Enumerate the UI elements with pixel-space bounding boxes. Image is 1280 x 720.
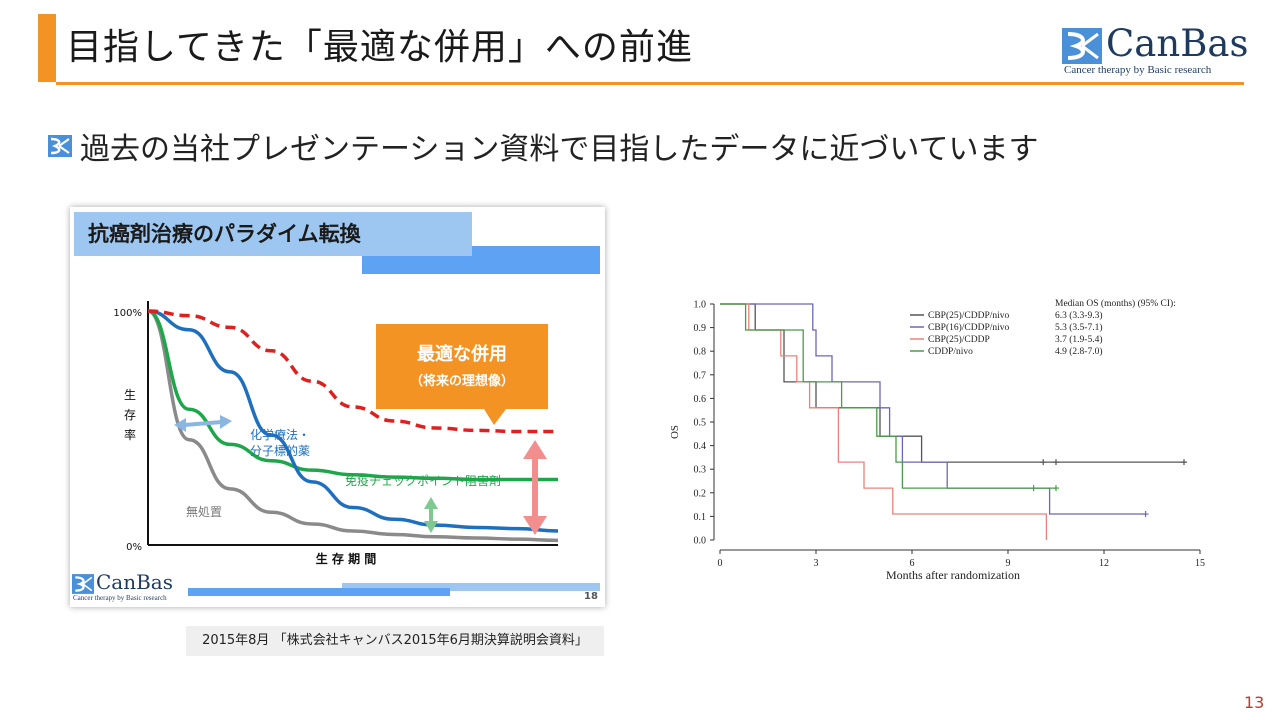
km-series-line: [720, 303, 1056, 489]
logo-name: CanBas: [1106, 22, 1249, 65]
km-series-line: [720, 303, 1048, 540]
km-y-tick-label: 1.0: [694, 300, 707, 311]
canbas-logo: CanBas Cancer therapy by Basic research: [1062, 22, 1248, 82]
km-y-tick-label: 0.6: [694, 394, 707, 405]
paradigm-chart: 100% 0% 生存率 生 存 期 間 最適な併用 （将来の理想像） 化学療法・…: [113, 301, 559, 566]
km-censor-mark: [1040, 459, 1047, 466]
label-untreated: 無処置: [186, 504, 222, 519]
page-title: 目指してきた「最適な併用」への前進: [66, 27, 693, 68]
km-censor-mark: [1053, 459, 1059, 466]
paradigm-series-line: [147, 309, 559, 533]
paradigm-x-label: 生 存 期 間: [316, 551, 377, 566]
paradigm-y-tick-0: 0%: [126, 542, 142, 553]
callout-subtitle: （将来の理想像）: [410, 373, 514, 389]
km-x-label: Months after randomization: [886, 568, 1020, 582]
card-logo: CanBas Cancer therapy by Basic research: [72, 570, 182, 603]
past-slide-page-number: 18: [584, 591, 598, 602]
km-legend-name: CDDP/nivo: [928, 347, 973, 357]
title-underline: [56, 82, 1244, 85]
km-censor-mark: [1053, 485, 1059, 492]
paradigm-series-line: [147, 309, 559, 543]
page-number: 13: [1244, 693, 1265, 712]
canbas-logo-icon: [1062, 28, 1102, 64]
km-y-tick-label: 0.9: [694, 323, 707, 334]
card-logo-icon: [72, 574, 94, 594]
km-legend-name: CBP(25)/CDDP: [928, 334, 990, 345]
subtitle-text: 過去の当社プレゼンテーション資料で目指したデータに近づいています: [80, 132, 1039, 167]
card-logo-name: CanBas: [96, 570, 173, 594]
paradigm-y-label: 生存率: [124, 388, 136, 442]
past-slide-image: 抗癌剤治療のパラダイム転換 100% 0% 生存率 生 存 期 間 最適な併用 …: [70, 207, 605, 607]
km-legend-median: 4.9 (2.8-7.0): [1055, 346, 1103, 357]
km-x-tick-label: 3: [814, 558, 819, 569]
label-chemo-line2: 分子標的薬: [250, 443, 310, 458]
paradigm-series-line: [147, 309, 558, 434]
km-survival-chart: 0.0 0.1 0.2 0.3 0.4 0.5 0.6 0.7 0.8 0.9 1.0 0 3 6 9 12 1…: [669, 298, 1205, 582]
km-x-tick-label: 6: [910, 558, 915, 569]
bullet-icon: [48, 135, 72, 157]
km-y-tick-label: 0.4: [694, 441, 707, 452]
paradigm-y-label-char: 存: [124, 408, 136, 422]
past-slide-header: 抗癌剤治療のパラダイム転換: [74, 212, 472, 256]
km-legend-median: 3.7 (1.9-5.4): [1055, 334, 1103, 345]
card-footer-bar-light: [342, 583, 600, 591]
km-y-tick-label: 0.7: [694, 370, 707, 381]
km-y-tick-label: 0.5: [694, 418, 707, 429]
km-series-line: [720, 303, 1184, 463]
km-x-tick-label: 12: [1099, 558, 1109, 569]
paradigm-y-label-char: 率: [124, 427, 136, 442]
title-accent-bar: [38, 14, 56, 82]
km-censor-mark: [1181, 459, 1187, 466]
gap-arrow-blue: [174, 415, 232, 432]
paradigm-series-line: [147, 309, 558, 482]
paradigm-y-label-char: 生: [124, 388, 136, 402]
km-y-tick-label: 0.3: [694, 465, 707, 476]
km-legend-name: CBP(16)/CDDP/nivo: [928, 322, 1010, 333]
past-slide-caption: 2015年8月 「株式会社キャンバス2015年6月期決算説明会資料」: [186, 626, 604, 656]
label-chemo-line1: 化学療法・: [250, 427, 310, 442]
callout-box: [376, 324, 548, 425]
km-legend-name: CBP(25)/CDDP/nivo: [928, 310, 1010, 321]
km-y-tick-label: 0.2: [694, 488, 707, 499]
label-immuno: 免疫チェックポイント阻害剤: [345, 473, 501, 488]
gap-arrow-red: [523, 440, 547, 535]
km-x-tick-label: 0: [718, 558, 723, 569]
km-y-tick-label: 0.0: [694, 536, 707, 547]
km-legend-title: Median OS (months) (95% CI):: [1055, 298, 1176, 309]
km-x-tick-label: 9: [1006, 558, 1011, 569]
km-y-tick-label: 0.1: [694, 512, 707, 523]
paradigm-y-tick-100: 100%: [113, 308, 142, 319]
card-footer-bar: [188, 588, 450, 596]
card-logo-tagline: Cancer therapy by Basic research: [73, 594, 167, 602]
km-y-tick-label: 0.8: [694, 347, 707, 358]
km-y-label: OS: [669, 425, 681, 439]
logo-tagline: Cancer therapy by Basic research: [1064, 64, 1212, 76]
subtitle: 過去の当社プレゼンテーション資料で目指したデータに近づいています: [48, 124, 1039, 168]
km-legend-median: 5.3 (3.5-7.1): [1055, 322, 1103, 333]
gap-arrow-green: [424, 497, 438, 533]
callout-title: 最適な併用: [417, 343, 507, 365]
km-censor-mark: [1030, 485, 1037, 492]
km-x-tick-label: 15: [1195, 558, 1205, 569]
km-censor-mark: [1142, 511, 1149, 518]
km-legend-median: 6.3 (3.3-9.3): [1055, 310, 1103, 321]
